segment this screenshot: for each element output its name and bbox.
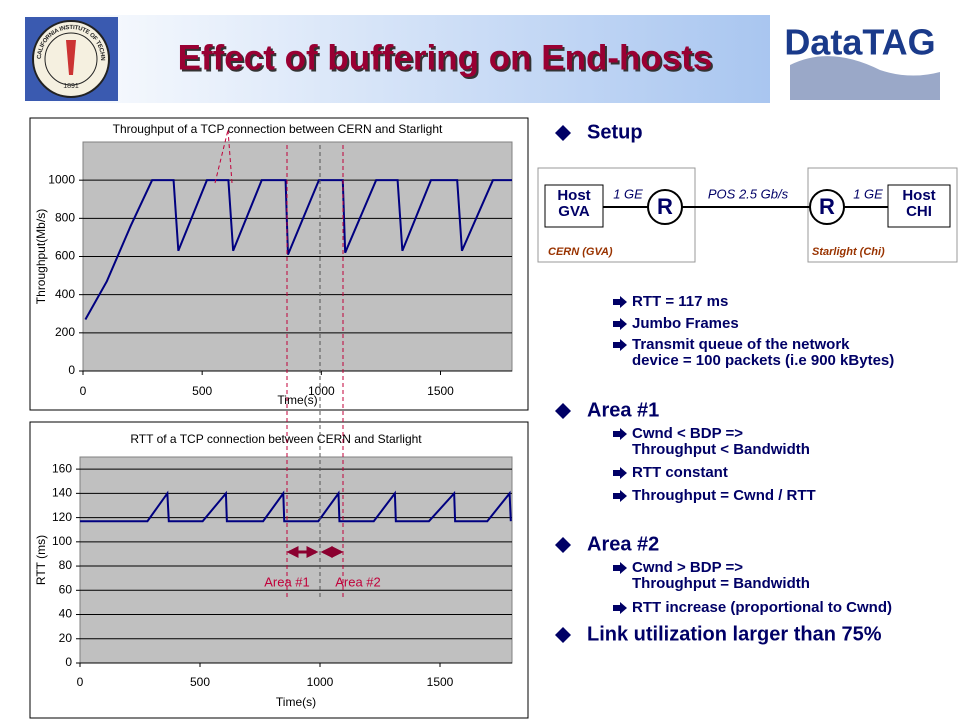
y-tick-label: 120 bbox=[52, 510, 72, 524]
markers bbox=[214, 129, 344, 600]
bullet-diamond bbox=[555, 125, 571, 141]
host-label: Host GVA bbox=[557, 187, 590, 220]
y-tick-label: 160 bbox=[52, 461, 72, 475]
bullet-diamond bbox=[555, 627, 571, 643]
x-axis-label: Time(s) bbox=[277, 393, 317, 407]
chart-title: Throughput of a TCP connection between C… bbox=[113, 122, 443, 136]
x-tick-label: 0 bbox=[77, 675, 84, 689]
host-box bbox=[544, 184, 604, 228]
x-tick-label: 1500 bbox=[427, 384, 454, 398]
sub-arrow bbox=[613, 602, 627, 614]
x-tick-label: 1500 bbox=[427, 675, 454, 689]
y-tick-label: 800 bbox=[55, 211, 75, 225]
sub-text: device = 100 packets (i.e 900 kBytes) bbox=[632, 352, 894, 369]
header-band bbox=[20, 15, 770, 103]
bullet-text: Setup bbox=[587, 121, 643, 143]
sub-text: RTT constant bbox=[632, 464, 728, 481]
marker-line bbox=[227, 129, 233, 184]
annotation: Area #1 bbox=[264, 574, 310, 589]
slide-title: Effect of buffering on End-hosts bbox=[178, 38, 713, 77]
site-label: CERN (GVA) bbox=[548, 246, 613, 258]
y-axis-label: Throughput(Mb/s) bbox=[34, 209, 48, 304]
annotation: Area #2 bbox=[335, 574, 381, 589]
sub-text: Jumbo Frames bbox=[632, 315, 739, 332]
bullet-text: Area #1 bbox=[587, 399, 659, 421]
y-tick-label: 80 bbox=[59, 558, 73, 572]
x-tick-label: 500 bbox=[190, 675, 210, 689]
sub-arrow bbox=[613, 318, 627, 330]
host-box bbox=[887, 184, 951, 228]
sub-text: Cwnd > BDP => bbox=[632, 559, 743, 576]
bullet-text: Area #2 bbox=[587, 533, 659, 555]
sub-arrow bbox=[613, 467, 627, 479]
bullet-text: Link utilization larger than 75% bbox=[587, 623, 882, 645]
map-shape bbox=[790, 56, 940, 100]
sub-text: Throughput < Bandwidth bbox=[632, 441, 810, 458]
seal-ring bbox=[44, 32, 98, 86]
x-tick-label: 500 bbox=[192, 384, 212, 398]
sub-text: Throughput = Cwnd / RTT bbox=[632, 487, 816, 504]
plot-area bbox=[79, 456, 513, 664]
site-label: Starlight (Chi) bbox=[812, 246, 885, 258]
bullet-diamond bbox=[555, 403, 571, 419]
y-tick-label: 20 bbox=[59, 631, 73, 645]
bullets: Setup RTT = 117 ms Jumbo Frames Transmit qu… bbox=[555, 121, 894, 645]
y-tick-label: 140 bbox=[52, 486, 72, 500]
router bbox=[647, 189, 683, 225]
router bbox=[809, 189, 845, 225]
chart-title: RTT of a TCP connection between CERN and… bbox=[130, 432, 422, 446]
link-label: 1 GE bbox=[853, 186, 883, 201]
torch bbox=[66, 40, 76, 75]
series-line bbox=[80, 490, 512, 523]
link-label: POS 2.5 Gb/s bbox=[708, 186, 789, 201]
x-tick-label: 1000 bbox=[307, 675, 334, 689]
router-label: R bbox=[657, 194, 673, 219]
y-axis-label: RTT (ms) bbox=[34, 535, 48, 585]
y-tick-label: 40 bbox=[59, 607, 73, 621]
sub-arrow bbox=[613, 428, 627, 440]
y-tick-label: 200 bbox=[55, 325, 75, 339]
logo-right: DataTAG bbox=[784, 22, 935, 63]
sub-text: Cwnd < BDP => bbox=[632, 425, 743, 442]
y-tick-label: 1000 bbox=[48, 172, 75, 186]
sub-text: Transmit queue of the network bbox=[632, 336, 850, 353]
y-tick-label: 600 bbox=[55, 249, 75, 263]
host-label: Host CHI bbox=[902, 187, 935, 220]
sub-arrow bbox=[613, 339, 627, 351]
sub-text: RTT = 117 ms bbox=[632, 293, 728, 310]
y-tick-label: 100 bbox=[52, 534, 72, 548]
marker-line bbox=[214, 129, 229, 184]
sub-arrow bbox=[613, 296, 627, 308]
y-tick-label: 400 bbox=[55, 287, 75, 301]
y-tick-label: 0 bbox=[68, 363, 75, 377]
x-tick-label: 0 bbox=[80, 384, 87, 398]
seal-year: 1891 bbox=[63, 83, 79, 90]
y-tick-label: 60 bbox=[59, 582, 73, 596]
sub-arrow bbox=[613, 490, 627, 502]
sub-text: RTT increase (proportional to Cwnd) bbox=[632, 599, 892, 616]
series-line bbox=[84, 179, 512, 320]
sub-text: Throughput = Bandwidth bbox=[632, 575, 810, 592]
x-axis-label: Time(s) bbox=[276, 695, 316, 709]
link-label: 1 GE bbox=[613, 186, 643, 201]
bullet-diamond bbox=[555, 537, 571, 553]
router-label: R bbox=[819, 194, 835, 219]
y-tick-label: 0 bbox=[65, 655, 72, 669]
sub-arrow bbox=[613, 562, 627, 574]
x-tick-label: 1000 bbox=[308, 384, 335, 398]
